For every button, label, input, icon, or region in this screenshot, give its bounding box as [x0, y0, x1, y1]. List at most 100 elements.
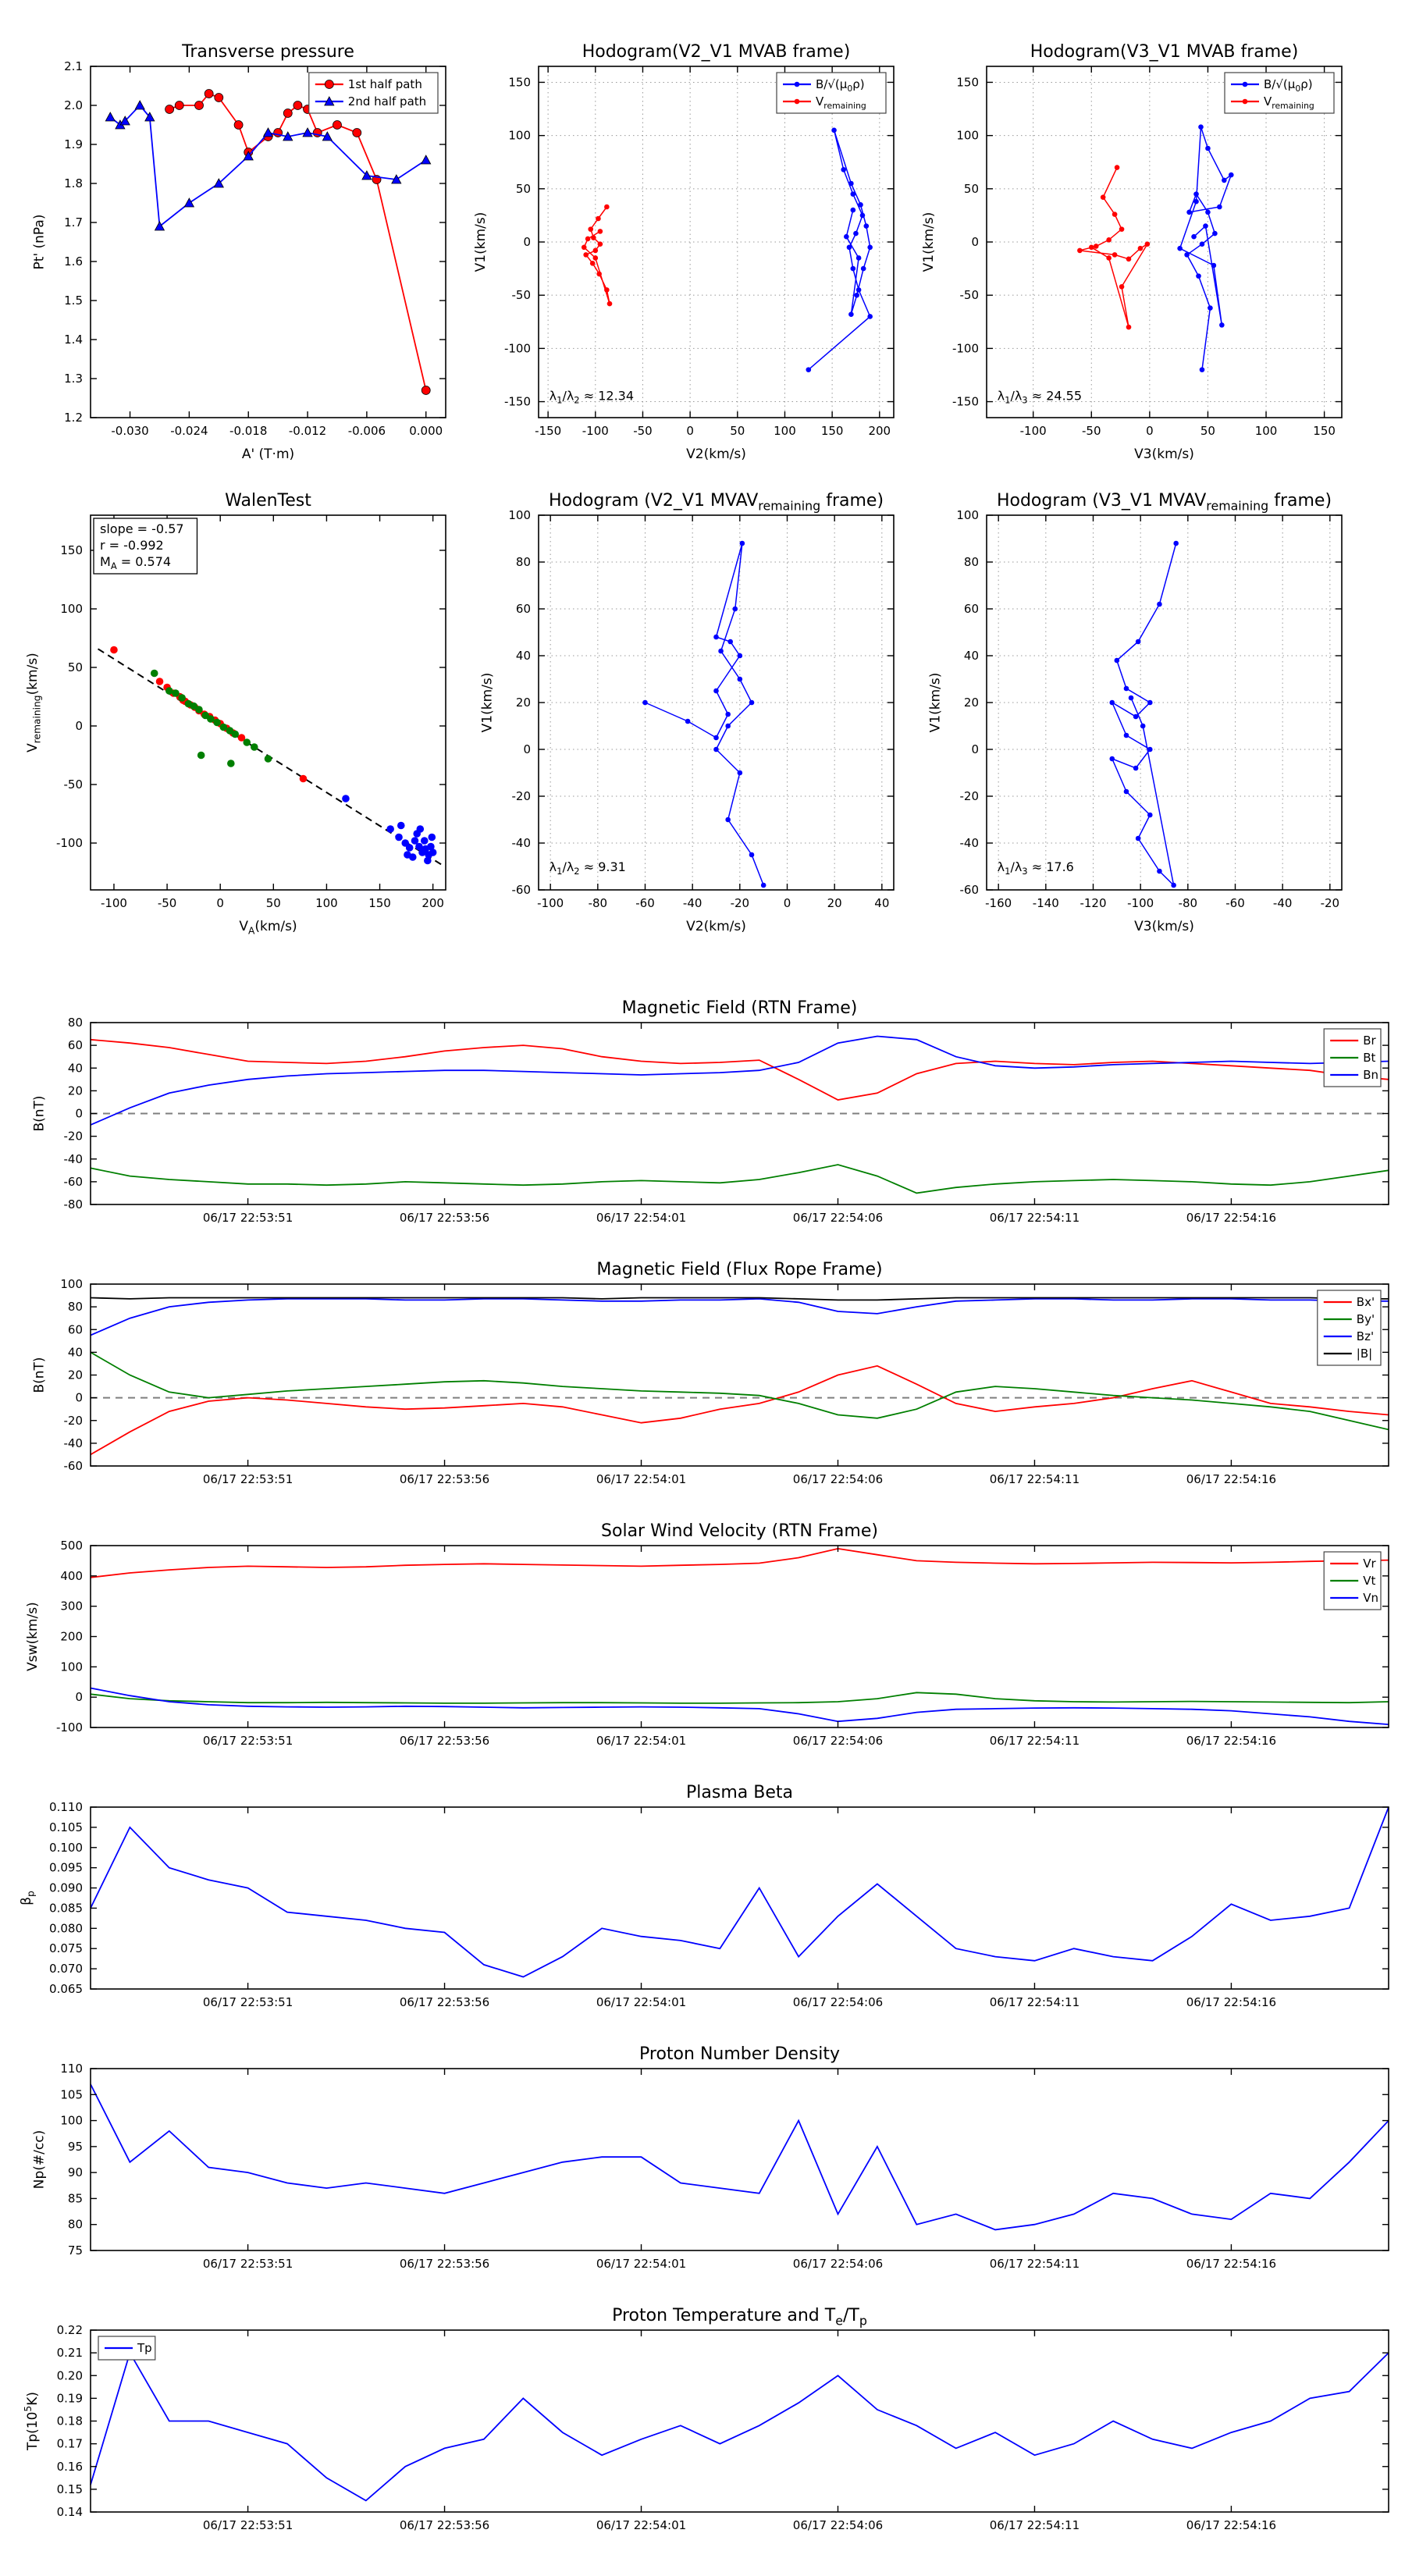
series-group — [1109, 540, 1179, 888]
series-2ndhalfpath — [109, 104, 427, 228]
x-tick-label: 06/17 22:53:51 — [203, 2518, 293, 2532]
y-tick-label: 1.2 — [64, 411, 83, 425]
y-tick-label: -50 — [512, 288, 532, 302]
y-tick-label: 75 — [68, 2243, 83, 2258]
x-tick-label: -140 — [1033, 896, 1059, 910]
y-tick-label: 80 — [964, 555, 979, 569]
x-tick-label: 0.000 — [409, 424, 443, 438]
x-tick-label: -80 — [1179, 896, 1198, 910]
y-axis-label: Pt' (nPa) — [31, 215, 47, 270]
y-tick-label: 110 — [60, 2062, 83, 2076]
gridlines — [987, 66, 1342, 418]
y-tick-label: 0.17 — [57, 2437, 83, 2451]
y-tick-label: 2.0 — [64, 98, 83, 112]
x-tick-label: 06/17 22:54:01 — [596, 2257, 686, 2271]
x-tick-label: 200 — [868, 424, 891, 438]
legend-label: Vremaining — [816, 94, 866, 111]
series-tp — [90, 2350, 1389, 2502]
y-tick-label: 40 — [964, 649, 979, 663]
y-tick-label: 0 — [971, 742, 979, 756]
y-tick-label: 0.18 — [57, 2414, 83, 2428]
y-tick-label: 0.15 — [57, 2482, 83, 2496]
y-tick-label: 0 — [523, 742, 531, 756]
series-np — [90, 2083, 1389, 2231]
x-tick-label: -100 — [101, 896, 127, 910]
x-tick-label: -50 — [158, 896, 177, 910]
legend-box — [776, 72, 887, 114]
chart-title: Hodogram (V2_V1 MVAVremaining frame) — [549, 491, 884, 514]
markers-vremaining — [1077, 165, 1151, 330]
x-tick-label: 06/17 22:54:16 — [1186, 2518, 1276, 2532]
x-tick-label: 06/17 22:53:51 — [203, 1995, 293, 2009]
x-axis-label: A' (T·m) — [242, 447, 294, 462]
legend-label: Vr — [1363, 1557, 1376, 1571]
series-vr — [90, 1547, 1389, 1578]
x-tick-label: 06/17 22:53:56 — [400, 1734, 489, 1748]
y-tick-label: 0 — [75, 719, 83, 733]
y-tick-label: -150 — [952, 395, 979, 409]
x-tick-label: 06/17 22:54:11 — [990, 1734, 1080, 1748]
x-tick-label: 06/17 22:54:01 — [596, 1211, 686, 1225]
y-tick-label: 60 — [516, 602, 531, 616]
x-tick-label: 150 — [368, 896, 391, 910]
axes-frame — [90, 1806, 1389, 1990]
y-axis-label: Vsw(km/s) — [25, 1602, 41, 1671]
x-tick-label: 06/17 22:54:01 — [596, 2518, 686, 2532]
chart-title: Transverse pressure — [181, 42, 354, 62]
annotation: λ1/λ3 ≈ 17.6 — [998, 859, 1074, 877]
y-tick-label: 0 — [75, 1107, 83, 1121]
x-tick-label: -0.030 — [111, 424, 148, 438]
y-axis-label: B(nT) — [31, 1357, 47, 1393]
y-tick-label: 0.16 — [57, 2460, 83, 2474]
y-tick-label: 100 — [60, 2114, 83, 2128]
panel-hodogram-v2v1-mvab: -150 -100 -50 0 50 100 150 200 -150 -100 -50 0 50 100… — [473, 42, 895, 462]
series-bz — [90, 1297, 1389, 1336]
y-tick-label: -50 — [960, 288, 980, 302]
annotation: λ1/λ2 ≈ 9.31 — [550, 859, 626, 877]
y-tick-label: 0.22 — [57, 2323, 83, 2337]
axis-ticks: 06/17 22:53:51 06/17 22:53:56 06/17 22:54:… — [56, 1539, 1389, 1748]
x-tick-label: 100 — [774, 424, 796, 438]
panel-vsw-rtn: 06/17 22:53:51 06/17 22:53:56 06/17 22:54:… — [25, 1521, 1389, 1748]
series-group — [90, 1547, 1389, 1725]
x-axis-label: V3(km/s) — [1134, 447, 1194, 462]
x-tick-label: -0.018 — [229, 424, 267, 438]
x-tick-label: 06/17 22:54:06 — [793, 2518, 883, 2532]
y-tick-label: 0.070 — [49, 1962, 83, 1976]
y-tick-label: 105 — [60, 2087, 83, 2101]
y-tick-label: 85 — [68, 2191, 83, 2205]
y-tick-label: 20 — [516, 696, 531, 710]
x-axis-label: V2(km/s) — [686, 447, 746, 462]
legend-box — [1224, 72, 1335, 114]
y-tick-label: 80 — [68, 1300, 83, 1314]
stats-line: r = -0.992 — [100, 538, 164, 553]
y-axis-label: V1(km/s) — [479, 673, 495, 733]
y-tick-label: 0.105 — [49, 1820, 83, 1834]
markers-pointsblue — [342, 795, 437, 865]
x-tick-label: -20 — [731, 896, 750, 910]
x-tick-label: 50 — [730, 424, 745, 438]
axes-frame — [90, 66, 446, 418]
y-tick-label: -40 — [64, 1436, 84, 1450]
axis-ticks: 06/17 22:53:51 06/17 22:53:56 06/17 22:54:… — [49, 1800, 1389, 2009]
x-tick-label: 100 — [1255, 424, 1278, 438]
y-tick-label: 500 — [60, 1539, 83, 1553]
series-bx — [90, 1364, 1389, 1456]
x-tick-label: 06/17 22:54:01 — [596, 1734, 686, 1748]
legend: Br Bt Bn — [1323, 1028, 1382, 1087]
chart-title: Hodogram (V3_V1 MVAVremaining frame) — [997, 491, 1332, 514]
stats-line: MA = 0.574 — [100, 554, 171, 571]
x-tick-label: 06/17 22:53:56 — [400, 2257, 489, 2271]
y-tick-label: 80 — [68, 2218, 83, 2232]
chart-title: Magnetic Field (RTN Frame) — [622, 998, 858, 1018]
y-tick-label: 0.21 — [57, 2346, 83, 2360]
x-tick-label: 06/17 22:53:51 — [203, 1472, 293, 1486]
y-tick-label: 60 — [964, 602, 979, 616]
legend-label: 2nd half path — [348, 94, 426, 109]
x-tick-label: -100 — [537, 896, 564, 910]
series-balfven — [1179, 126, 1232, 370]
x-axis-label: V3(km/s) — [1134, 919, 1194, 934]
x-tick-label: 06/17 22:54:11 — [990, 2257, 1080, 2271]
markers-balfven — [642, 540, 767, 888]
